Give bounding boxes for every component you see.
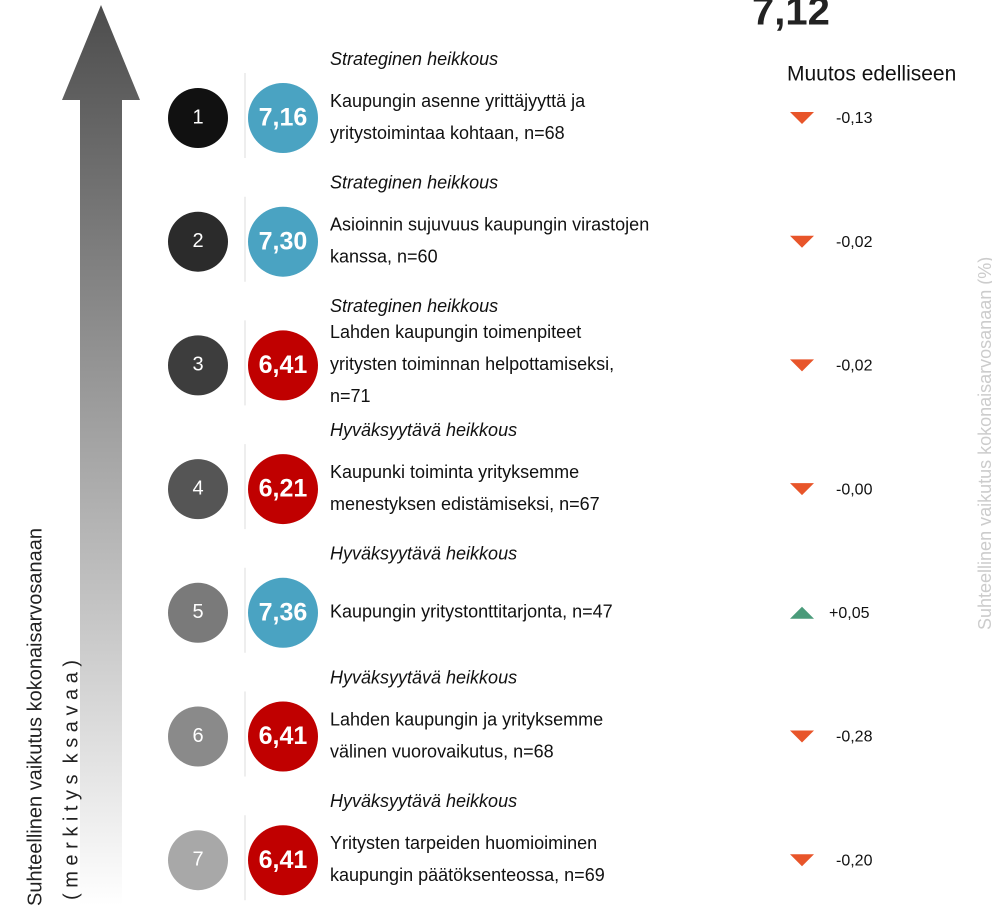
rank-number: 6	[192, 725, 203, 747]
change-header: Muutos edelliseen	[787, 63, 956, 86]
score-circle	[248, 825, 318, 896]
description: kanssa, n=60	[330, 246, 438, 266]
description: yritysten toiminnan helpottamiseksi,	[330, 354, 614, 374]
score-value: 6,41	[259, 351, 308, 379]
description: kaupungin päätöksenteossa, n=69	[330, 865, 605, 885]
down-triangle	[790, 235, 814, 248]
rank-number: 4	[192, 477, 203, 499]
down-triangle	[790, 854, 814, 867]
score-value: 7,30	[259, 227, 308, 255]
category: Hyväksyytävä heikkous	[330, 420, 517, 440]
description: Asioinnin sujuvuus kaupungin virastojen	[330, 214, 649, 234]
category: Hyväksyytävä heikkous	[330, 544, 517, 564]
axis-sublabel: ( m e r k i t y s k s a v a a )	[60, 660, 82, 900]
change-value: -0,02	[836, 358, 873, 375]
category: Strateginen heikkous	[330, 49, 498, 69]
down-triangle	[790, 112, 814, 124]
description: menestyksen edistämiseksi, n=67	[330, 494, 600, 514]
rank-number: 5	[192, 601, 203, 623]
description: Kaupungin yritystonttitarjonta, n=47	[330, 602, 613, 622]
change-value: -0,20	[836, 852, 873, 869]
description: Lahden kaupungin ja yrityksemme	[330, 709, 603, 729]
rank-circle	[168, 211, 228, 272]
description: yritystoimintaa kohtaan, n=68	[330, 123, 565, 143]
score-circle	[248, 577, 318, 648]
change-value: -0,13	[836, 110, 873, 127]
change-value: +0,05	[829, 605, 870, 622]
score-value: 6,41	[259, 846, 308, 874]
change-value: -0,02	[836, 234, 873, 251]
description: välinen vuorovaikutus, n=68	[330, 741, 554, 761]
score-circle	[248, 701, 318, 772]
category: Hyväksyytävä heikkous	[330, 667, 517, 687]
description: Yritysten tarpeiden huomioiminen	[330, 833, 597, 853]
score-value: 7,16	[259, 104, 308, 132]
importance-arrow	[62, 5, 140, 906]
score-value: 6,21	[259, 475, 308, 503]
rank-number: 7	[192, 848, 203, 870]
down-triangle	[790, 730, 814, 743]
score-circle	[248, 454, 318, 525]
right-axis-label: Suhteellinen vaikutus kokonaisarvosanaan…	[975, 257, 992, 630]
rank-number: 1	[192, 106, 203, 128]
score-circle	[248, 83, 318, 153]
change-value: -0,28	[836, 729, 873, 746]
score-circle	[248, 330, 318, 401]
description: n=71	[330, 386, 371, 406]
rank-circle	[168, 335, 228, 396]
rank-circle	[168, 582, 228, 643]
down-triangle	[790, 483, 814, 496]
description: Lahden kaupungin toimenpiteet	[330, 322, 581, 342]
rank-circle	[168, 706, 228, 767]
category: Strateginen heikkous	[330, 296, 498, 316]
description: Kaupungin asenne yrittäjyyttä ja	[330, 91, 586, 111]
axis-label: Suhteellinen vaikutus kokonaisarvosanaan	[24, 528, 46, 906]
rank-circle	[168, 88, 228, 148]
rank-number: 2	[192, 230, 203, 252]
category: Hyväksyytävä heikkous	[330, 791, 517, 811]
score-circle	[248, 206, 318, 277]
description: Kaupunki toiminta yrityksemme	[330, 462, 579, 482]
change-value: -0,00	[836, 481, 873, 498]
down-triangle	[790, 359, 814, 372]
overall-score: 7,12	[752, 0, 830, 34]
rank-circle	[168, 459, 228, 520]
category: Strateginen heikkous	[330, 172, 498, 192]
up-triangle	[790, 606, 814, 619]
score-value: 6,41	[259, 722, 308, 750]
rank-circle	[168, 830, 228, 891]
score-value: 7,36	[259, 598, 308, 626]
rank-number: 3	[192, 354, 203, 376]
